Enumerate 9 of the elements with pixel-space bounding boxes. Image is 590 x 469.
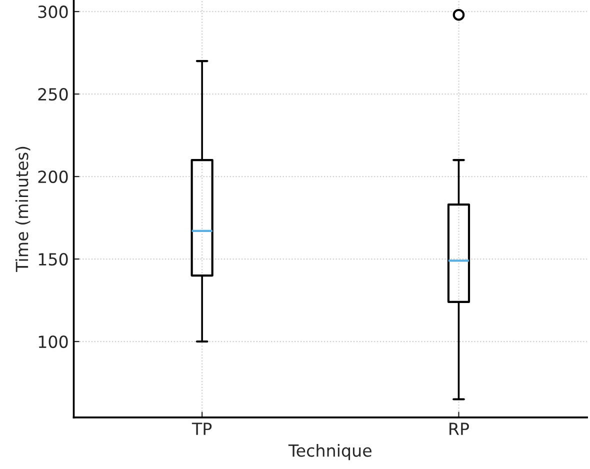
y-tick-label: 300 — [38, 6, 68, 18]
y-axis-title: Time (minutes) — [15, 146, 30, 272]
y-tick-label: 200 — [38, 170, 68, 184]
y-tick-label: 100 — [38, 335, 68, 348]
y-tick-label: 150 — [38, 252, 68, 266]
x-tick-label: TP — [192, 422, 212, 435]
x-axis-title: Technique — [288, 444, 372, 460]
y-tick-label: 250 — [38, 88, 68, 101]
x-tick-label: RP — [450, 422, 469, 435]
